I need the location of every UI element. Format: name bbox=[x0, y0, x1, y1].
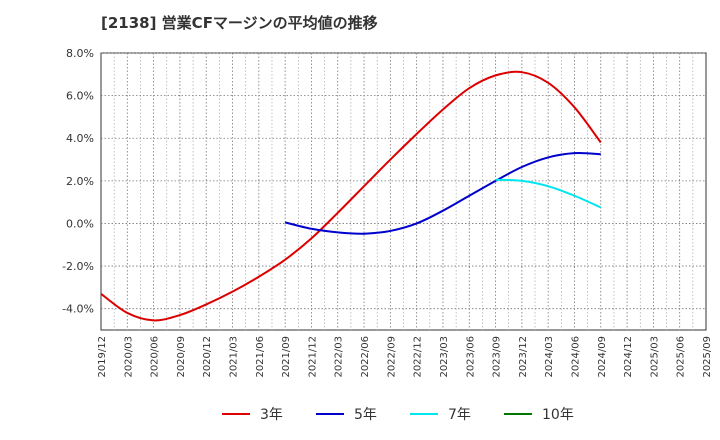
chart-title: [2138] 営業CFマージンの平均値の推移 bbox=[101, 14, 378, 32]
x-tick-label: 2021/09 bbox=[281, 336, 292, 378]
series-line-5年 bbox=[284, 152, 601, 235]
x-tick-label: 2020/06 bbox=[150, 336, 161, 378]
x-tick-label: 2023/03 bbox=[439, 336, 450, 378]
x-tick-label: 2020/03 bbox=[123, 336, 134, 378]
legend-label: 5年 bbox=[354, 407, 377, 423]
x-tick-label: 2024/09 bbox=[597, 336, 608, 378]
x-tick-label: 2020/09 bbox=[176, 336, 187, 378]
x-tick-label: 2019/12 bbox=[97, 336, 108, 378]
y-tick-label: 2.0% bbox=[66, 175, 94, 188]
y-gridlines bbox=[101, 52, 706, 310]
legend: 3年 5年 7年 10年 bbox=[0, 402, 720, 426]
x-tick-label: 2022/12 bbox=[413, 336, 424, 378]
x-tick-label: 2020/12 bbox=[202, 336, 213, 378]
x-tick-label: 2024/12 bbox=[623, 336, 634, 378]
legend-swatch bbox=[504, 413, 532, 415]
legend-label: 3年 bbox=[260, 407, 283, 423]
x-tick-label: 2024/03 bbox=[544, 336, 555, 378]
series-line-7年 bbox=[495, 178, 602, 209]
legend-swatch bbox=[410, 413, 438, 415]
y-tick-label: -2.0% bbox=[62, 260, 94, 273]
x-tick-labels: 2019/12 2020/03 2020/06 2020/09 2020/12 2021/… bbox=[97, 336, 713, 378]
x-tick-label: 2023/12 bbox=[518, 336, 529, 378]
x-tick-label: 2025/06 bbox=[676, 336, 687, 378]
x-tick-label: 2023/09 bbox=[492, 336, 503, 378]
series-lines bbox=[100, 70, 602, 322]
y-tick-label: 4.0% bbox=[66, 132, 94, 145]
x-tick-label: 2024/06 bbox=[570, 336, 581, 378]
legend-item: 3年 bbox=[222, 402, 283, 426]
x-tick-label: 2021/03 bbox=[229, 336, 240, 378]
legend-label: 10年 bbox=[542, 407, 574, 423]
y-tick-label: 0.0% bbox=[66, 217, 94, 230]
legend-item: 5年 bbox=[316, 402, 377, 426]
legend-swatch bbox=[222, 413, 250, 415]
plot-area bbox=[100, 52, 707, 331]
legend-swatch bbox=[316, 413, 344, 415]
legend-item: 10年 bbox=[504, 402, 574, 426]
y-tick-labels: 8.0% 6.0% 4.0% 2.0% 0.0% -2.0% -4.0% bbox=[62, 47, 94, 316]
x-tick-label: 2025/03 bbox=[649, 336, 660, 378]
y-tick-label: -4.0% bbox=[62, 303, 94, 316]
y-tick-label: 8.0% bbox=[66, 47, 94, 60]
x-tick-label: 2021/06 bbox=[255, 336, 266, 378]
y-tick-label: 6.0% bbox=[66, 90, 94, 103]
x-tick-label: 2022/03 bbox=[334, 336, 345, 378]
x-tick-label: 2021/12 bbox=[307, 336, 318, 378]
legend-label: 7年 bbox=[448, 407, 471, 423]
x-gridlines bbox=[113, 53, 694, 330]
x-tick-label: 2023/06 bbox=[465, 336, 476, 378]
x-tick-label: 2022/06 bbox=[360, 336, 371, 378]
legend-item: 7年 bbox=[410, 402, 471, 426]
x-tick-label: 2025/09 bbox=[702, 336, 713, 378]
series-line-3年 bbox=[100, 70, 602, 322]
x-tick-label: 2022/09 bbox=[386, 336, 397, 378]
